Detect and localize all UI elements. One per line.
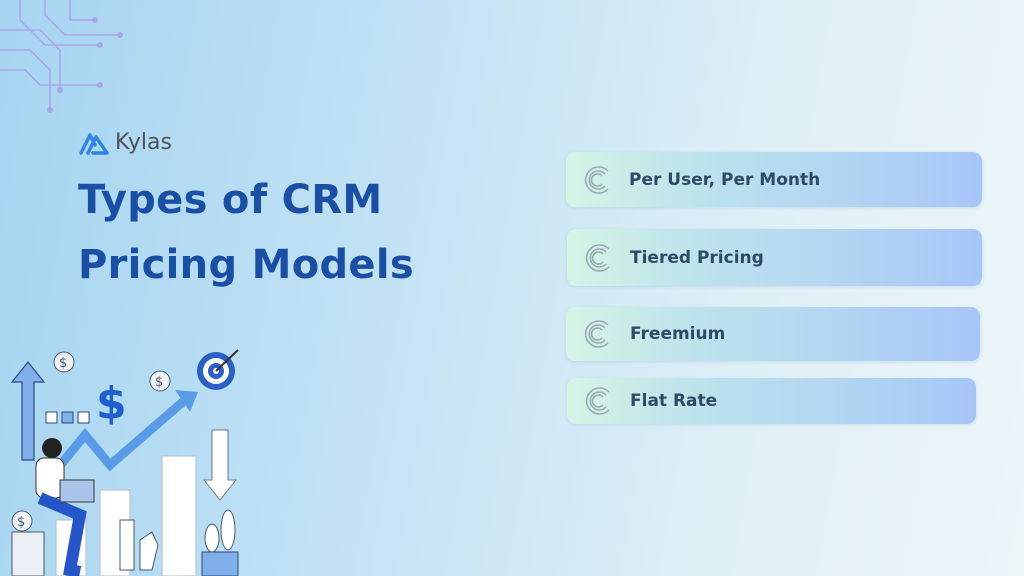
person-with-laptop-icon bbox=[35, 438, 95, 576]
business-growth-illustration: $ $ $ $ bbox=[10, 349, 239, 576]
coin-icon: $ bbox=[149, 370, 171, 392]
pricing-model-label: Freemium bbox=[630, 324, 726, 344]
page-title-line-1: Types of CRM bbox=[78, 177, 383, 223]
chess-pieces-icon bbox=[119, 519, 159, 571]
pricing-model-card: Tiered Pricing bbox=[567, 229, 982, 286]
svg-text:$: $ bbox=[155, 375, 163, 390]
brand-logo: Kylas bbox=[79, 130, 172, 155]
dollar-icon: $ bbox=[96, 378, 127, 429]
swirl-c-icon bbox=[585, 243, 610, 272]
page-title-line-2: Pricing Models bbox=[78, 242, 414, 288]
svg-text:$: $ bbox=[59, 356, 67, 371]
circuit-decoration bbox=[0, 0, 123, 113]
checkbox-icons bbox=[45, 411, 90, 424]
swirl-c-icon bbox=[585, 387, 610, 415]
target-icon bbox=[197, 349, 239, 390]
cactus-plant-icon bbox=[201, 509, 239, 576]
pricing-model-label: Flat Rate bbox=[630, 391, 718, 411]
pricing-model-card: Per User, Per Month bbox=[566, 152, 982, 207]
up-arrow-icon bbox=[10, 361, 46, 461]
coin-icon: $ bbox=[11, 510, 33, 532]
svg-text:$: $ bbox=[17, 515, 25, 530]
calculator-icon bbox=[11, 531, 45, 576]
down-arrow-icon bbox=[202, 429, 238, 501]
swirl-c-icon bbox=[584, 165, 609, 194]
pricing-model-label: Tiered Pricing bbox=[630, 247, 764, 268]
brand-name: Kylas bbox=[115, 130, 172, 155]
swirl-c-icon bbox=[584, 320, 609, 348]
kylas-logo-icon bbox=[79, 132, 109, 155]
pricing-model-card: Flat Rate bbox=[567, 378, 976, 424]
pricing-model-label: Per User, Per Month bbox=[629, 169, 821, 190]
pricing-model-card: Freemium bbox=[566, 307, 980, 361]
coin-icon: $ bbox=[53, 351, 75, 373]
